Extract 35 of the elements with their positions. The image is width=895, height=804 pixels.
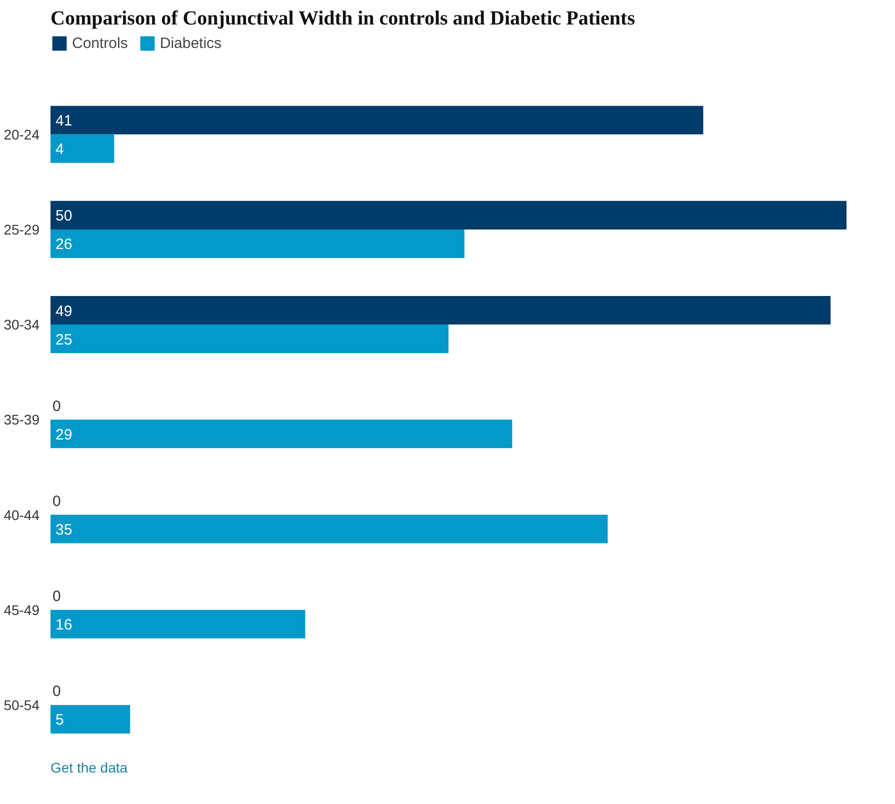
data-label: 50 (56, 208, 72, 225)
data-label: 0 (52, 398, 61, 415)
data-label: 0 (52, 683, 61, 700)
legend-label: Controls (72, 34, 128, 52)
bar (50, 106, 704, 134)
y-tick-label: 30-34 (4, 316, 40, 333)
y-tick-label: 20-24 (4, 126, 40, 142)
y-tick-label: 40-44 (4, 506, 40, 523)
data-label: 35 (56, 522, 72, 539)
bar (50, 610, 306, 638)
data-label: 16 (56, 616, 72, 634)
y-tick-label: 35-39 (4, 412, 40, 428)
data-label: 0 (52, 588, 61, 606)
data-label: 26 (56, 236, 72, 254)
y-tick-label: 50-54 (4, 696, 40, 713)
y-tick-label: 45-49 (4, 602, 40, 618)
bar (50, 420, 512, 448)
bar (50, 514, 608, 544)
chart-title: Comparison of Conjunctival Width in controls and Diabetic Patients (50, 8, 636, 30)
legend-label: Diabetics (160, 34, 222, 52)
bar (50, 229, 464, 258)
bar (50, 296, 831, 325)
data-label: 4 (56, 141, 64, 158)
y-tick-label: 25-29 (4, 221, 40, 238)
data-label: 5 (56, 712, 64, 729)
text: Get the data (50, 760, 128, 776)
bar (50, 324, 449, 354)
data-label: 25 (56, 331, 72, 348)
data-label: 29 (56, 426, 72, 444)
bar (50, 200, 847, 230)
data-label: 41 (56, 112, 72, 130)
data-label: 49 (56, 302, 72, 320)
bar (50, 704, 130, 734)
data-label: 0 (52, 492, 61, 510)
bar (50, 134, 114, 163)
